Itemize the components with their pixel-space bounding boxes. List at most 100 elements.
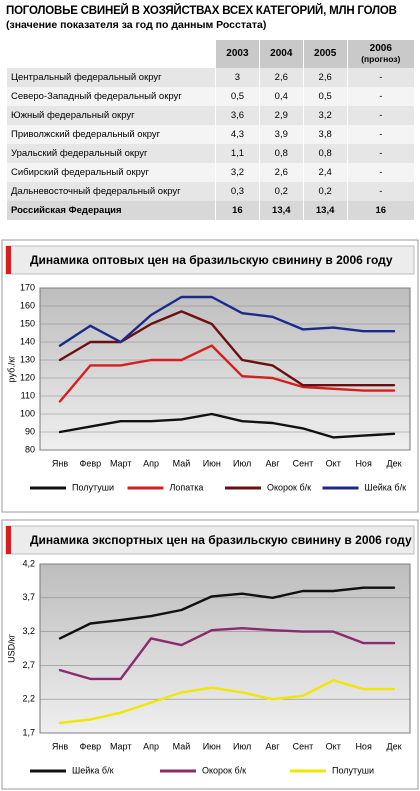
header-cell: 2004 <box>258 40 304 68</box>
table-cell: Уральский федеральный округ <box>6 144 216 163</box>
table-cell: - <box>346 106 414 125</box>
data-table: 2003 2004 2005 2006 (прогноз) Центральный фед… <box>6 40 414 220</box>
x-tick-label: Март <box>110 741 132 751</box>
header-text: 2004 <box>270 48 293 59</box>
header-cell: 2006 (прогноз) <box>346 40 414 68</box>
legend-label: Полутуши <box>72 482 114 492</box>
x-tick-label: Февр <box>80 741 102 751</box>
table-cell: 16 <box>215 201 260 220</box>
y-tick-label: 100 <box>20 408 35 418</box>
y-tick-label: 120 <box>20 372 35 382</box>
y-tick-label: 2,7 <box>22 660 35 670</box>
table-cell: 0,3 <box>215 182 260 201</box>
table-row: Центральный федеральный округ 3 2,6 2,6- <box>6 68 414 87</box>
header-row: 2003 2004 2005 2006 (прогноз) <box>6 40 414 68</box>
table-cell: - <box>346 163 414 182</box>
table-cell: 3,9 <box>258 125 304 144</box>
y-tick-label: 110 <box>21 390 35 400</box>
x-tick-label: Янв <box>52 458 68 468</box>
table-cell: 0,8 <box>258 144 304 163</box>
chart: Динамика экспортных цен на бразильскую с… <box>1 519 419 790</box>
table-cell: Российская Федерация <box>6 201 216 220</box>
header-text: 2003 <box>226 48 249 59</box>
y-tick-label: 160 <box>20 300 35 310</box>
x-tick-label: Апр <box>143 741 159 751</box>
table-cell: Приволжский федеральный округ <box>6 125 216 144</box>
table-cell: 2,9 <box>258 106 304 125</box>
y-axis-label: руб./кг <box>6 355 16 383</box>
y-tick-label: 140 <box>20 336 35 346</box>
table-cell: - <box>346 87 414 106</box>
table-row: Дальневосточный федеральный округ 0,3 0,2 0… <box>6 182 414 201</box>
series-line <box>58 586 396 640</box>
chart-title: Динамика оптовых цен на бразильскую свин… <box>30 253 393 267</box>
x-tick-label: Дек <box>386 741 401 751</box>
series-line <box>58 679 396 725</box>
table-title: ПОГОЛОВЬЕ СВИНЕЙ В ХОЗЯЙСТВАХ ВСЕХ КАТЕГ… <box>6 5 397 17</box>
x-tick-label: Сент <box>293 458 314 468</box>
table-cell: 3,2 <box>302 106 348 125</box>
table-row: Сибирский федеральный округ 3,2 2,6 2,4- <box>6 163 414 182</box>
y-tick-label: 2,2 <box>22 694 35 704</box>
table-cell: 3 <box>215 68 260 87</box>
table-cell: 3,8 <box>302 125 348 144</box>
table-row: Северо-Западный федеральный округ 0,5 0,4 0… <box>6 87 414 106</box>
table-cell: 13,4 <box>302 201 348 220</box>
header-text: 2006 <box>369 43 392 54</box>
table-cell: 13,4 <box>258 201 304 220</box>
table-cell: 2,6 <box>302 68 348 87</box>
x-tick-label: Окт <box>326 458 341 468</box>
table-cell: 4,3 <box>215 125 260 144</box>
x-tick-label: Авг <box>266 458 281 468</box>
chart: Динамика оптовых цен на бразильскую свин… <box>1 239 419 513</box>
x-tick-label: Окт <box>326 741 341 751</box>
table-cell: 2,6 <box>258 163 304 182</box>
plot-area <box>39 563 411 734</box>
series-line <box>58 295 396 347</box>
table-cell: Дальневосточный федеральный округ <box>6 182 216 201</box>
legend-label: Шейка б/к <box>365 482 407 492</box>
series-line <box>58 627 396 681</box>
series-line <box>58 412 396 439</box>
x-tick-label: Июл <box>233 741 251 751</box>
x-tick-label: Ноя <box>355 458 372 468</box>
title-box <box>5 245 415 275</box>
y-tick-label: 3,2 <box>22 626 35 636</box>
y-tick-label: 150 <box>20 318 35 328</box>
y-tick-label: 1,7 <box>22 727 35 737</box>
header-text: 2005 <box>314 48 337 59</box>
header-cell: 2003 <box>215 40 260 68</box>
table-cell: - <box>346 182 414 201</box>
x-tick-label: Апр <box>143 458 159 468</box>
table-cell: 2,6 <box>258 68 304 87</box>
x-tick-label: Авг <box>266 741 281 751</box>
legend-label: Окорок б/к <box>202 765 246 775</box>
table-row: Приволжский федеральный округ 4,3 3,9 3,8- <box>6 125 414 144</box>
table-cell: Сибирский федеральный округ <box>6 163 216 182</box>
legend-label: Лопатка <box>170 482 204 492</box>
table-cell: 0,8 <box>302 144 348 163</box>
table-row: Российская Федерация 16 13,4 13,4 16 <box>6 201 414 220</box>
chart-title: Динамика экспортных цен на бразильскую с… <box>30 533 412 547</box>
y-tick-label: 130 <box>20 354 35 364</box>
x-tick-label: Февр <box>80 458 102 468</box>
title-accent <box>6 526 11 554</box>
legend-label: Полутуши <box>332 765 374 775</box>
header-note: (прогноз) <box>361 54 401 64</box>
table-cell: 3,2 <box>215 163 260 182</box>
x-tick-label: Июл <box>233 458 251 468</box>
table-cell: 0,4 <box>258 87 304 106</box>
x-tick-label: Ноя <box>355 741 372 751</box>
table-row: Уральский федеральный округ 1,1 0,8 0,8- <box>6 144 414 163</box>
x-tick-label: Июн <box>203 741 221 751</box>
table-cell: Северо-Западный федеральный округ <box>6 87 216 106</box>
legend-label: Окорок б/к <box>267 482 311 492</box>
x-tick-label: Март <box>110 458 132 468</box>
y-tick-label: 4,2 <box>22 558 35 568</box>
x-tick-label: Июн <box>203 458 221 468</box>
table-cell: 2,4 <box>302 163 348 182</box>
y-tick-label: 3,7 <box>22 592 35 602</box>
series-line <box>58 344 396 403</box>
title-box <box>5 525 415 555</box>
